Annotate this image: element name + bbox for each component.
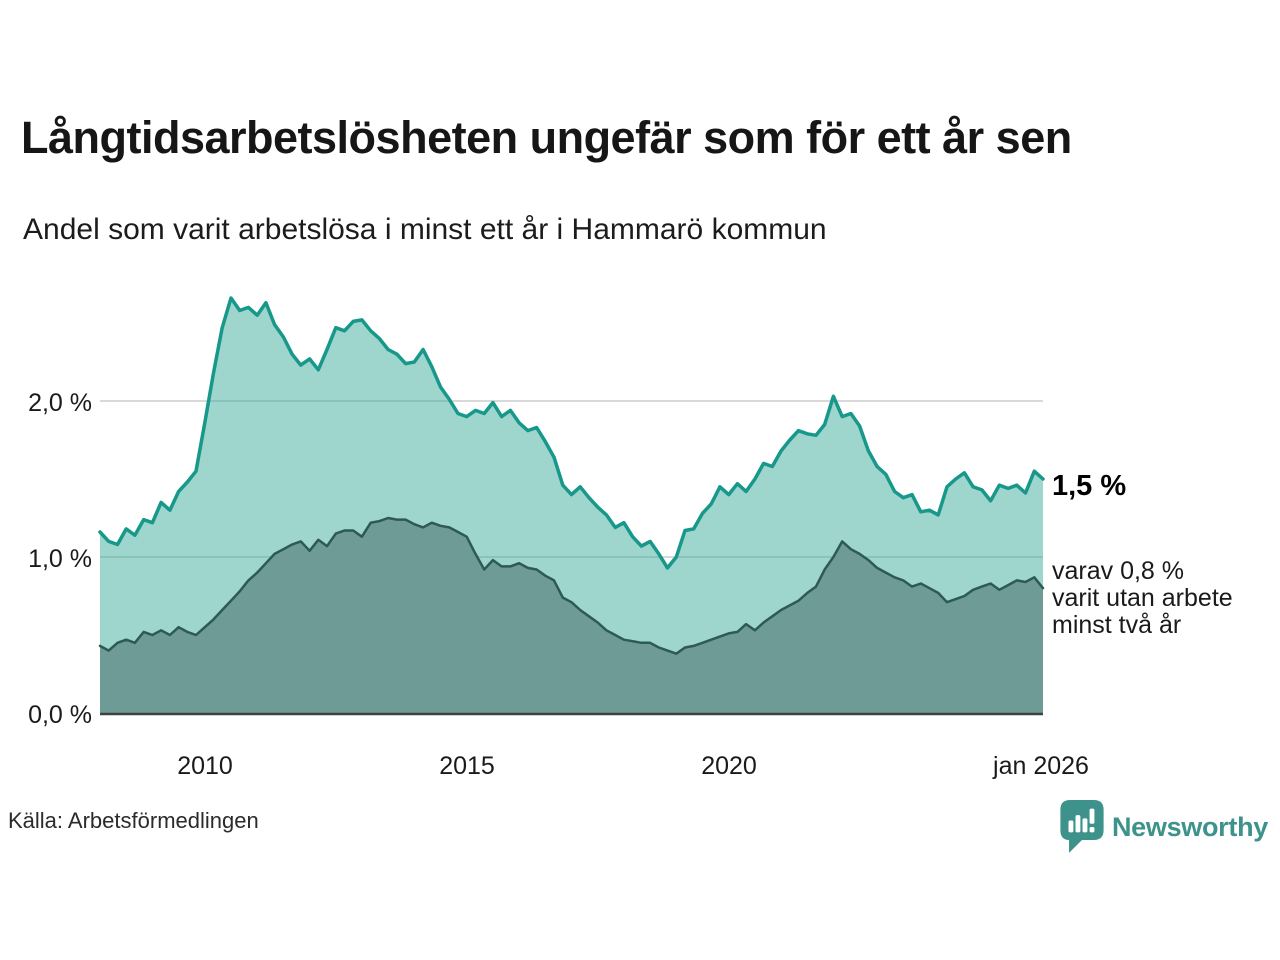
y-tick-label-1: 1,0 % bbox=[28, 545, 92, 573]
page-title: Långtidsarbetslösheten ungefär som för e… bbox=[21, 112, 1072, 163]
source-note: Källa: Arbetsförmedlingen bbox=[8, 808, 259, 833]
secondary-note-line2: varit utan arbete bbox=[1052, 584, 1233, 612]
y-tick-label-2: 2,0 % bbox=[28, 389, 92, 417]
x-tick-label-2020: 2020 bbox=[701, 752, 757, 780]
newsworthy-brand: Newsworthy bbox=[1060, 800, 1268, 854]
secondary-series-note: varav 0,8 % varit utan arbete minst två … bbox=[1052, 558, 1233, 639]
x-tick-label-jan-2026: jan 2026 bbox=[993, 752, 1089, 780]
latest-value-label: 1,5 % bbox=[1052, 470, 1127, 502]
x-tick-label-2010: 2010 bbox=[177, 752, 233, 780]
page-subtitle: Andel som varit arbetslösa i minst ett å… bbox=[23, 213, 827, 246]
secondary-note-line1: varav 0,8 % bbox=[1052, 557, 1185, 585]
x-tick-label-2015: 2015 bbox=[439, 752, 495, 780]
newsworthy-logo-icon bbox=[1060, 800, 1104, 854]
y-tick-label-0: 0,0 % bbox=[28, 701, 92, 729]
secondary-note-line3: minst två år bbox=[1052, 611, 1182, 639]
brand-name: Newsworthy bbox=[1111, 811, 1268, 842]
